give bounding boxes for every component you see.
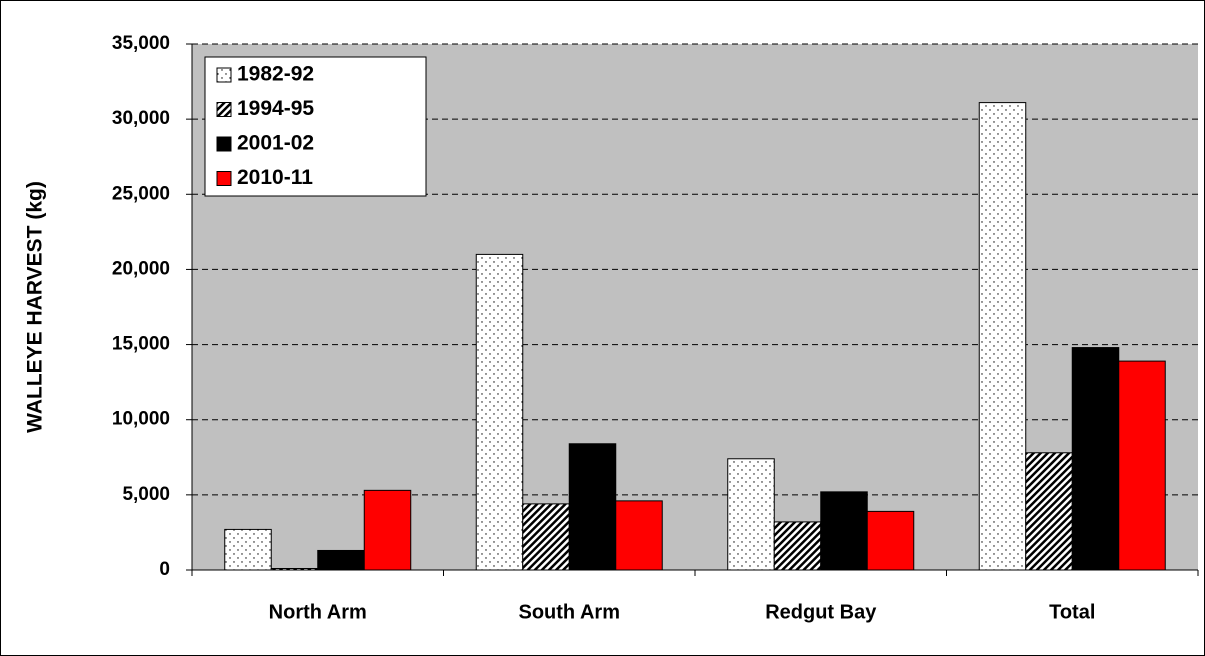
legend-label: 2001-02 [237, 132, 314, 155]
bar [1025, 452, 1073, 571]
y-tick-label: 20,000 [112, 258, 170, 279]
legend-swatch [216, 136, 232, 152]
legend-swatch [216, 171, 232, 186]
bar [727, 458, 775, 571]
x-tick-label: Redgut Bay [765, 601, 877, 623]
bar [1071, 347, 1120, 571]
bar [866, 510, 915, 571]
bar [522, 503, 570, 571]
y-axis-label: WALLEYE HARVEST (kg) [24, 181, 47, 433]
y-tick-label: 30,000 [112, 108, 170, 129]
legend-label: 1994-95 [237, 97, 314, 120]
legend-swatch [216, 67, 232, 83]
y-tick-label: 25,000 [112, 183, 170, 204]
bar [978, 102, 1027, 571]
bar [568, 443, 617, 571]
bar [475, 253, 524, 571]
bar [820, 491, 868, 571]
y-tick-label: 15,000 [112, 334, 170, 355]
y-tick-label: 0 [159, 559, 170, 580]
x-tick-label: Total [1049, 601, 1095, 623]
bar [224, 528, 272, 571]
bar [363, 489, 412, 571]
legend-swatch [216, 102, 232, 117]
bar [773, 521, 822, 571]
legend-label: 1982-92 [237, 63, 314, 86]
bar [317, 549, 365, 571]
legend-box [204, 56, 427, 197]
legend-label: 2010-11 [237, 166, 313, 189]
y-tick-label: 35,000 [112, 33, 170, 54]
y-tick-label: 10,000 [112, 409, 170, 430]
y-tick-label: 5,000 [122, 484, 170, 505]
x-tick-label: North Arm [269, 601, 367, 623]
x-tick-label: South Arm [519, 601, 620, 623]
bar [1118, 360, 1166, 571]
bar [615, 500, 663, 571]
